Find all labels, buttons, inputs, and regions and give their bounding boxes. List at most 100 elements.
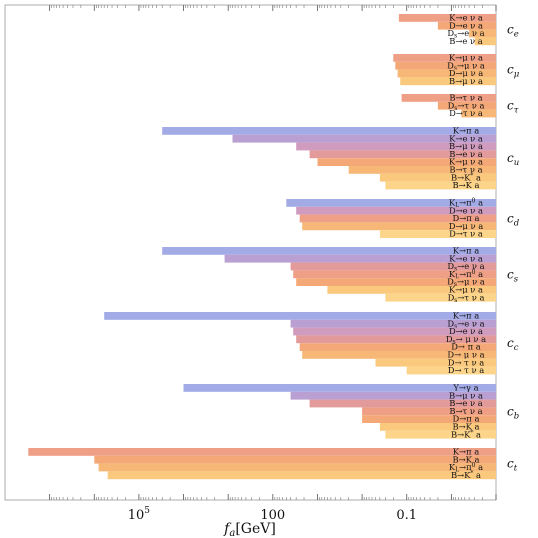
- bar-label-c_u-1: K→e ν a: [449, 133, 483, 143]
- bar-label-c_s-0: K→π a: [453, 246, 479, 256]
- bar-c_b-3: [362, 407, 496, 416]
- bar-label-c_t-1: B→K a: [452, 454, 479, 464]
- bar-c_b-6: [385, 430, 496, 439]
- bar-c_tau-0: [401, 94, 496, 102]
- bar-label-c_d-4: D→τ ν a: [449, 229, 483, 239]
- bar-label-c_mu-2: D→μ ν a: [449, 68, 484, 78]
- bar-c_u-6: [379, 173, 496, 182]
- bar-c_e-1: [437, 21, 496, 30]
- bar-c_u-2: [296, 142, 496, 151]
- bar-label-c_s-6: Ds→τ ν a: [448, 292, 485, 304]
- bar-label-c_c-3: Ds→ μ ν a: [446, 334, 486, 346]
- group-label-c_u: cu: [507, 151, 519, 168]
- bar-c_u-0: [162, 127, 496, 135]
- bar-label-c_tau-1: Ds→τ ν a: [448, 100, 485, 112]
- bar-c_c-1: [290, 319, 496, 328]
- bar-label-c_b-2: B→e ν a: [449, 398, 483, 408]
- bar-c_e-2: [469, 29, 496, 38]
- bar-label-c_mu-0: K→μ ν a: [449, 53, 483, 63]
- bar-label-c_d-1: D→e ν a: [449, 205, 483, 215]
- bar-label-c_u-3: B→e ν a: [449, 149, 483, 159]
- bar-label-c_b-4: D→π a: [453, 414, 480, 424]
- bar-c_u-1: [232, 134, 496, 143]
- bar-label-c_mu-1: Ds→μ ν a: [447, 60, 485, 72]
- bar-label-c_e-0: K→e ν a: [449, 13, 483, 23]
- group-label-c_d: cd: [507, 212, 520, 229]
- bar-c_c-2: [293, 327, 496, 336]
- bar-c_t-2: [98, 463, 496, 472]
- bar-c_c-6: [375, 358, 496, 367]
- bar-c_u-3: [309, 150, 496, 159]
- bar-c_c-4: [299, 343, 496, 351]
- bar-label-c_c-5: D→ μ ν a: [447, 350, 484, 360]
- bar-c_d-4: [379, 230, 496, 238]
- bar-c_t-1: [94, 455, 497, 464]
- group-label-c_mu: cμ: [507, 63, 520, 80]
- bar-label-c_s-4: Ds→μ ν a: [447, 277, 485, 289]
- group-label-c_c: cc: [507, 336, 519, 353]
- group-label-c_b: cb: [507, 404, 519, 421]
- bar-label-c_s-1: K→e ν a: [449, 253, 483, 263]
- bar-label-c_s-5: K→μ ν a: [449, 285, 483, 295]
- bar-c_d-1: [296, 206, 496, 215]
- bar-c_t-3: [107, 471, 496, 480]
- bar-c_mu-0: [393, 54, 496, 62]
- bar-label-c_c-4: D→ π a: [451, 342, 481, 352]
- bar-c_u-5: [348, 166, 496, 174]
- bar-c_c-5: [302, 351, 496, 359]
- bar-c_e-3: [474, 37, 496, 46]
- bar-label-c_u-2: B→μ ν a: [449, 141, 483, 151]
- bar-c_b-5: [379, 423, 496, 431]
- group-label-c_e: ce: [507, 23, 519, 40]
- x-tick-label-1: 100: [260, 508, 285, 523]
- bar-c_s-1: [224, 254, 496, 263]
- bar-c_d-0: [286, 199, 496, 207]
- bar-label-c_b-3: B→τ ν a: [449, 406, 482, 416]
- bar-label-c_s-2: Ds→e ν a: [447, 261, 484, 273]
- bar-label-c_b-6: B→K* a: [451, 429, 481, 439]
- bar-label-c_u-4: K→μ ν a: [449, 157, 483, 167]
- bar-label-c_e-2: Ds→e ν a: [447, 28, 484, 40]
- bar-label-c_u-0: K→π a: [453, 126, 479, 136]
- bar-c_c-0: [104, 312, 496, 320]
- x-axis-label: fa[GeV]: [223, 521, 276, 538]
- bar-label-c_tau-2: D→τ ν a: [449, 108, 483, 118]
- bar-label-c_b-1: B→μ ν a: [449, 390, 483, 400]
- x-tick-label-0: 105: [128, 506, 151, 523]
- bar-c_s-6: [385, 293, 496, 302]
- bar-label-c_t-2: KL→π0 a: [449, 462, 483, 474]
- bar-label-c_c-7: D→ τ ν a: [448, 365, 484, 375]
- bar-label-c_d-3: D→μ ν a: [449, 221, 484, 231]
- bar-c_tau-2: [461, 109, 496, 118]
- group-label-c_s: cs: [507, 267, 519, 284]
- bar-label-c_s-3: KL→π0 a: [449, 269, 483, 281]
- bar-c_u-7: [385, 181, 496, 190]
- bar-label-c_e-1: D→e ν a: [449, 20, 483, 30]
- bar-c_t-0: [28, 448, 497, 456]
- bar-label-c_d-0: KL→π0 a: [449, 198, 483, 210]
- bar-label-c_c-6: D→ τ ν a: [448, 357, 484, 367]
- bar-label-c_e-3: B→e ν a: [449, 36, 483, 46]
- bar-label-c_c-2: D→e ν a: [449, 326, 483, 336]
- bar-c_b-4: [362, 415, 496, 423]
- bar-c_mu-2: [397, 69, 496, 78]
- group-label-c_tau: cτ: [507, 99, 519, 116]
- bar-c_b-2: [309, 399, 496, 408]
- bar-label-c_b-5: B→K a: [452, 422, 479, 432]
- bar-label-c_tau-0: B→τ ν a: [449, 93, 482, 103]
- bar-c_s-2: [290, 262, 496, 271]
- bar-label-c_d-2: D→π a: [453, 213, 480, 223]
- bar-label-c_t-0: K→π a: [453, 447, 479, 457]
- bar-c_c-7: [406, 366, 496, 375]
- bar-c_tau-1: [437, 101, 496, 110]
- bar-c_u-4: [317, 158, 496, 166]
- bar-label-c_c-0: K→π a: [453, 311, 479, 321]
- bar-c_mu-1: [395, 61, 496, 70]
- bar-c_e-0: [398, 14, 496, 22]
- bar-label-c_b-0: Υ→γ a: [452, 383, 478, 393]
- bar-label-c_u-7: B→K a: [452, 180, 479, 190]
- bar-c_d-2: [299, 214, 496, 223]
- bar-label-c_t-3: B→K* a: [451, 470, 481, 480]
